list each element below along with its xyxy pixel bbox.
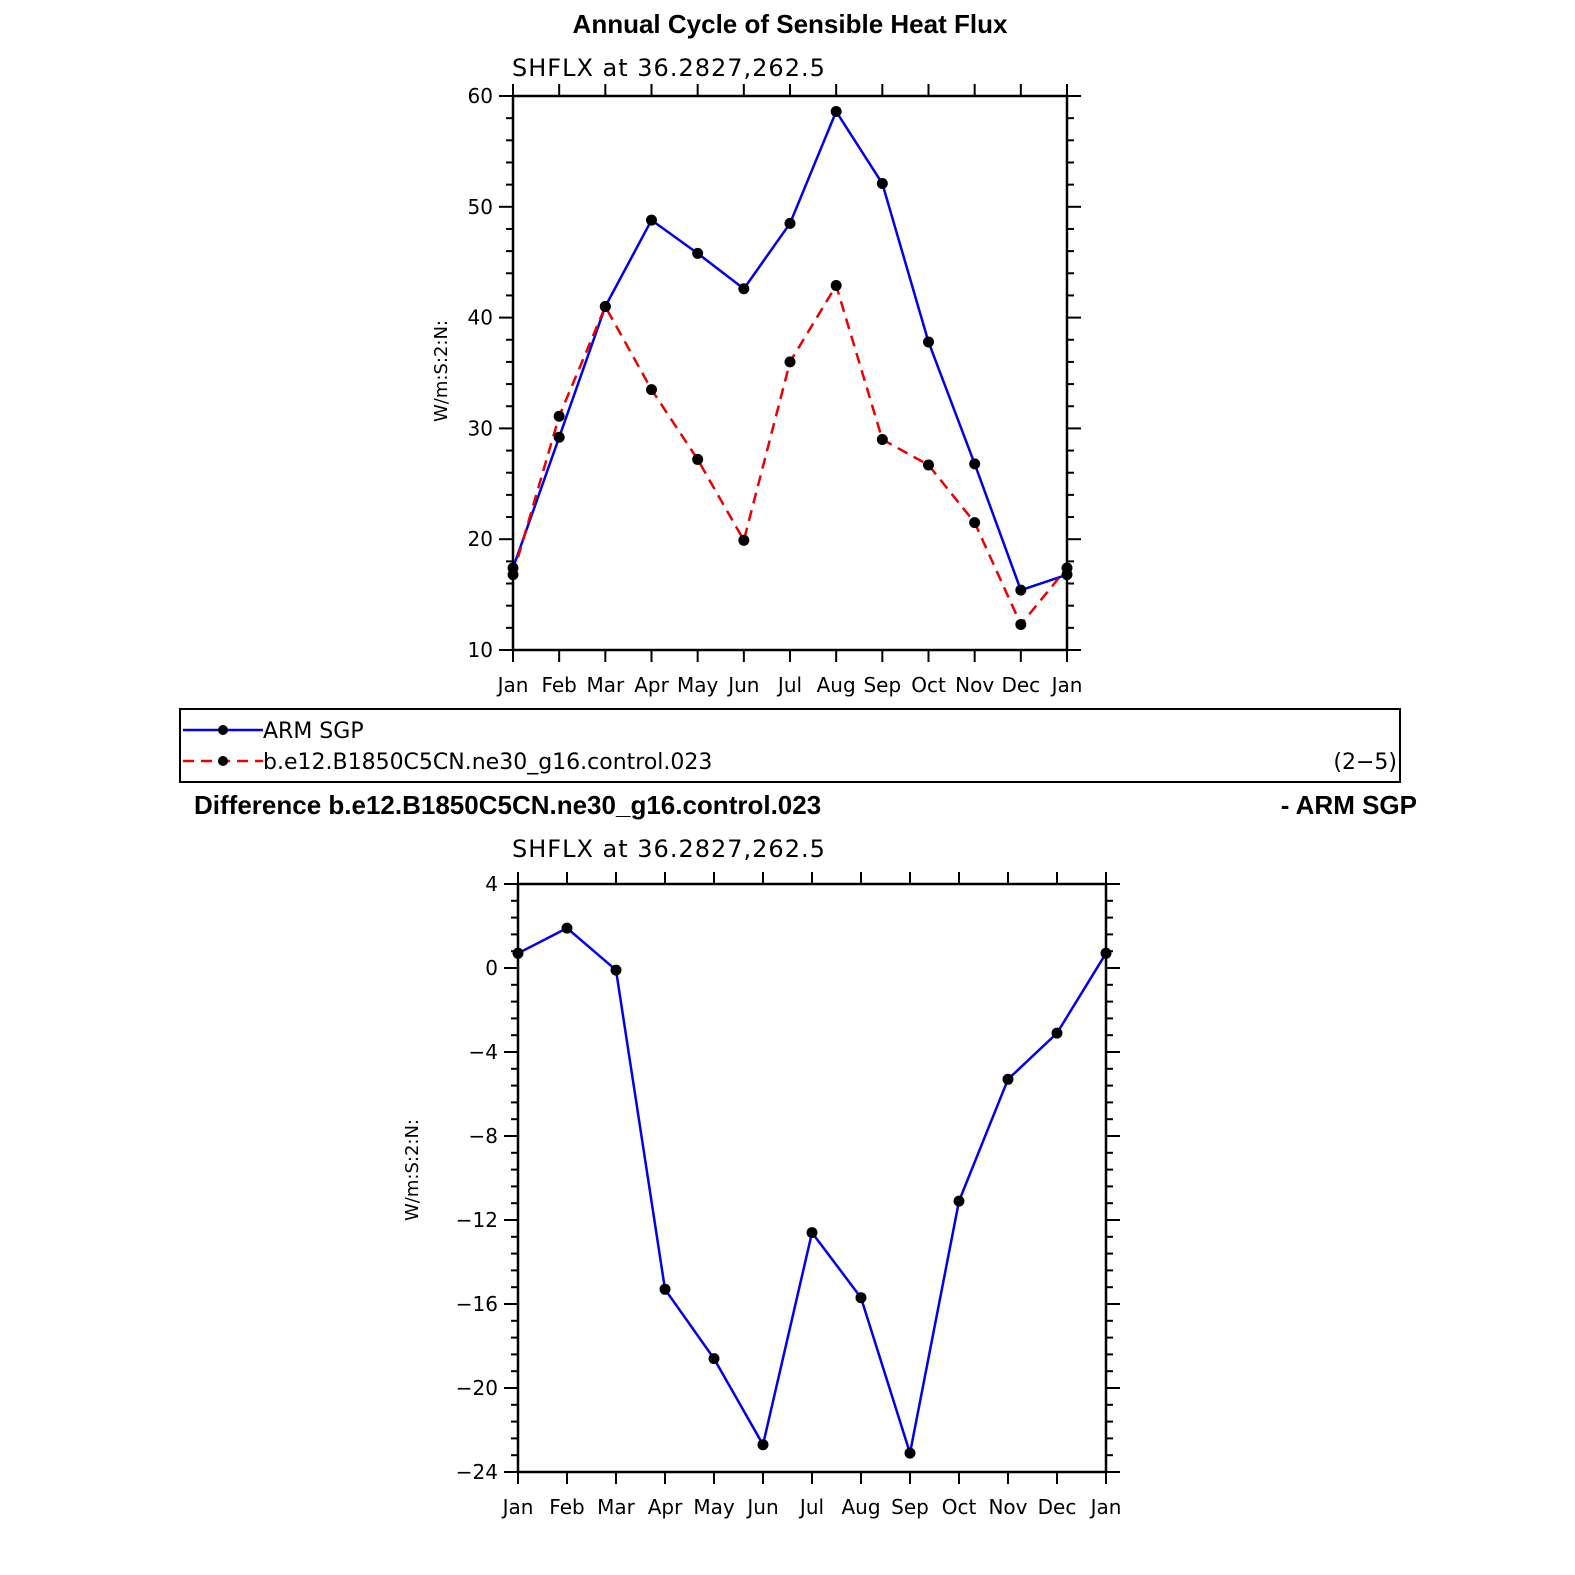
chart1-point (646, 214, 657, 226)
x-tick-label: May (693, 1495, 735, 1519)
x-tick-label: Aug (817, 673, 856, 697)
y-tick-label: −20 (456, 1376, 498, 1400)
chart1-series-line-0 (511, 110, 1068, 592)
chart2-series-line-0 (517, 926, 1108, 1455)
x-tick-label: Dec (1038, 1495, 1077, 1519)
x-tick-label: Sep (863, 673, 901, 697)
chart1-point (507, 569, 519, 581)
chart2-ylabel: W/m:S:2:N: (402, 1119, 423, 1221)
x-tick-label: Jan (1050, 673, 1083, 697)
y-tick-label: −8 (469, 1124, 498, 1148)
x-tick-label: Oct (911, 673, 946, 697)
x-tick-label: Jan (496, 673, 529, 697)
chart1-point (876, 433, 888, 445)
chart1-point (876, 178, 888, 190)
chart1-point (553, 431, 565, 443)
y-tick-label: 0 (485, 956, 498, 980)
chart1-ylabel: W/m:S:2:N: (431, 320, 452, 422)
chart2-point (855, 1292, 867, 1304)
y-tick-label: 50 (468, 195, 493, 219)
x-tick-label: Mar (586, 673, 625, 697)
x-tick-label: Jun (745, 1495, 778, 1519)
chart2-point (953, 1195, 965, 1207)
page-title: Annual Cycle of Sensible Heat Flux (573, 9, 1008, 39)
y-tick-label: 60 (468, 84, 493, 108)
chart1-point (784, 356, 796, 368)
chart2-point (1051, 1027, 1063, 1039)
chart2-point (806, 1227, 818, 1239)
legend-label-arm: ARM SGP (263, 719, 364, 744)
x-tick-label: Jan (1089, 1495, 1122, 1519)
legend-item-model: b.e12.B1850C5CN.ne30_g16.control.023 (183, 750, 712, 775)
legend-note: (2−5) (1333, 750, 1397, 775)
chart1-point (830, 106, 842, 118)
x-tick-label: May (677, 673, 719, 697)
chart2-point (904, 1447, 916, 1459)
chart1-point (692, 247, 704, 259)
x-tick-label: Jul (776, 673, 802, 697)
y-tick-label: −16 (456, 1292, 498, 1316)
y-tick-label: 10 (468, 638, 493, 662)
x-tick-label: Nov (988, 1495, 1027, 1519)
y-tick-label: −24 (456, 1460, 498, 1484)
x-tick-label: Mar (597, 1495, 636, 1519)
legend-item-arm: ARM SGP (183, 719, 364, 744)
chart1-point (599, 301, 611, 313)
legend-marker-model (218, 756, 228, 766)
x-tick-label: Nov (955, 673, 994, 697)
x-tick-label: Jun (726, 673, 759, 697)
chart2-frame (516, 882, 1108, 1474)
y-tick-label: −4 (469, 1040, 498, 1064)
chart1-point (830, 279, 842, 291)
x-tick-label: Aug (841, 1495, 880, 1519)
chart1-point (1061, 562, 1073, 574)
y-tick-label: 20 (468, 527, 493, 551)
y-tick-label: 30 (468, 416, 493, 440)
chart2-point (757, 1439, 769, 1451)
x-tick-label: Sep (891, 1495, 929, 1519)
chart1-point (738, 283, 750, 295)
x-tick-label: Jul (798, 1495, 824, 1519)
chart2-subtitle: SHFLX at 36.2827,262.5 (512, 835, 826, 863)
chart1-frame (511, 94, 1069, 652)
y-tick-label: 40 (468, 306, 493, 330)
x-tick-label: Apr (648, 1495, 683, 1519)
chart2-point (1002, 1073, 1014, 1085)
difference-chart: SHFLX at 36.2827,262.5 W/m:S:2:N: Jan Feb… (402, 835, 1121, 1519)
x-tick-label: Apr (634, 673, 669, 697)
chart1-point (784, 217, 796, 229)
chart1-point (646, 384, 657, 396)
chart2-point (1100, 947, 1112, 959)
x-tick-label: Feb (549, 1495, 584, 1519)
chart2-point (708, 1353, 720, 1365)
x-tick-label: Dec (1001, 673, 1040, 697)
diff-title-right: - ARM SGP (1281, 790, 1417, 820)
chart2-point (512, 947, 524, 959)
x-tick-label: Oct (942, 1495, 977, 1519)
legend-marker-arm (218, 725, 228, 735)
chart1-point (969, 517, 981, 529)
chart1-point (692, 453, 704, 465)
chart1-point (923, 336, 934, 348)
chart1-point (923, 459, 934, 471)
legend-box (179, 708, 1401, 783)
y-tick-label: −12 (456, 1208, 498, 1232)
chart2-point (659, 1283, 671, 1295)
chart1-point (969, 458, 981, 470)
legend-label-model: b.e12.B1850C5CN.ne30_g16.control.023 (263, 750, 712, 775)
chart2-point (610, 964, 622, 976)
x-tick-label: Feb (541, 673, 576, 697)
chart1-subtitle: SHFLX at 36.2827,262.5 (512, 54, 826, 82)
x-tick-label: Jan (501, 1495, 534, 1519)
annual-cycle-chart: SHFLX at 36.2827,262.5 W/m:S:2:N: Jan Feb… (431, 54, 1082, 697)
chart1-point (1015, 584, 1027, 596)
chart1-point (1015, 619, 1027, 631)
chart1-point (553, 410, 565, 422)
chart2-point (561, 922, 573, 934)
y-tick-label: 4 (485, 872, 498, 896)
legend: ARM SGP b.e12.B1850C5CN.ne30_g16.control… (179, 708, 1401, 783)
chart1-point (738, 534, 750, 546)
diff-title-left: Difference b.e12.B1850C5CN.ne30_g16.cont… (194, 790, 821, 820)
